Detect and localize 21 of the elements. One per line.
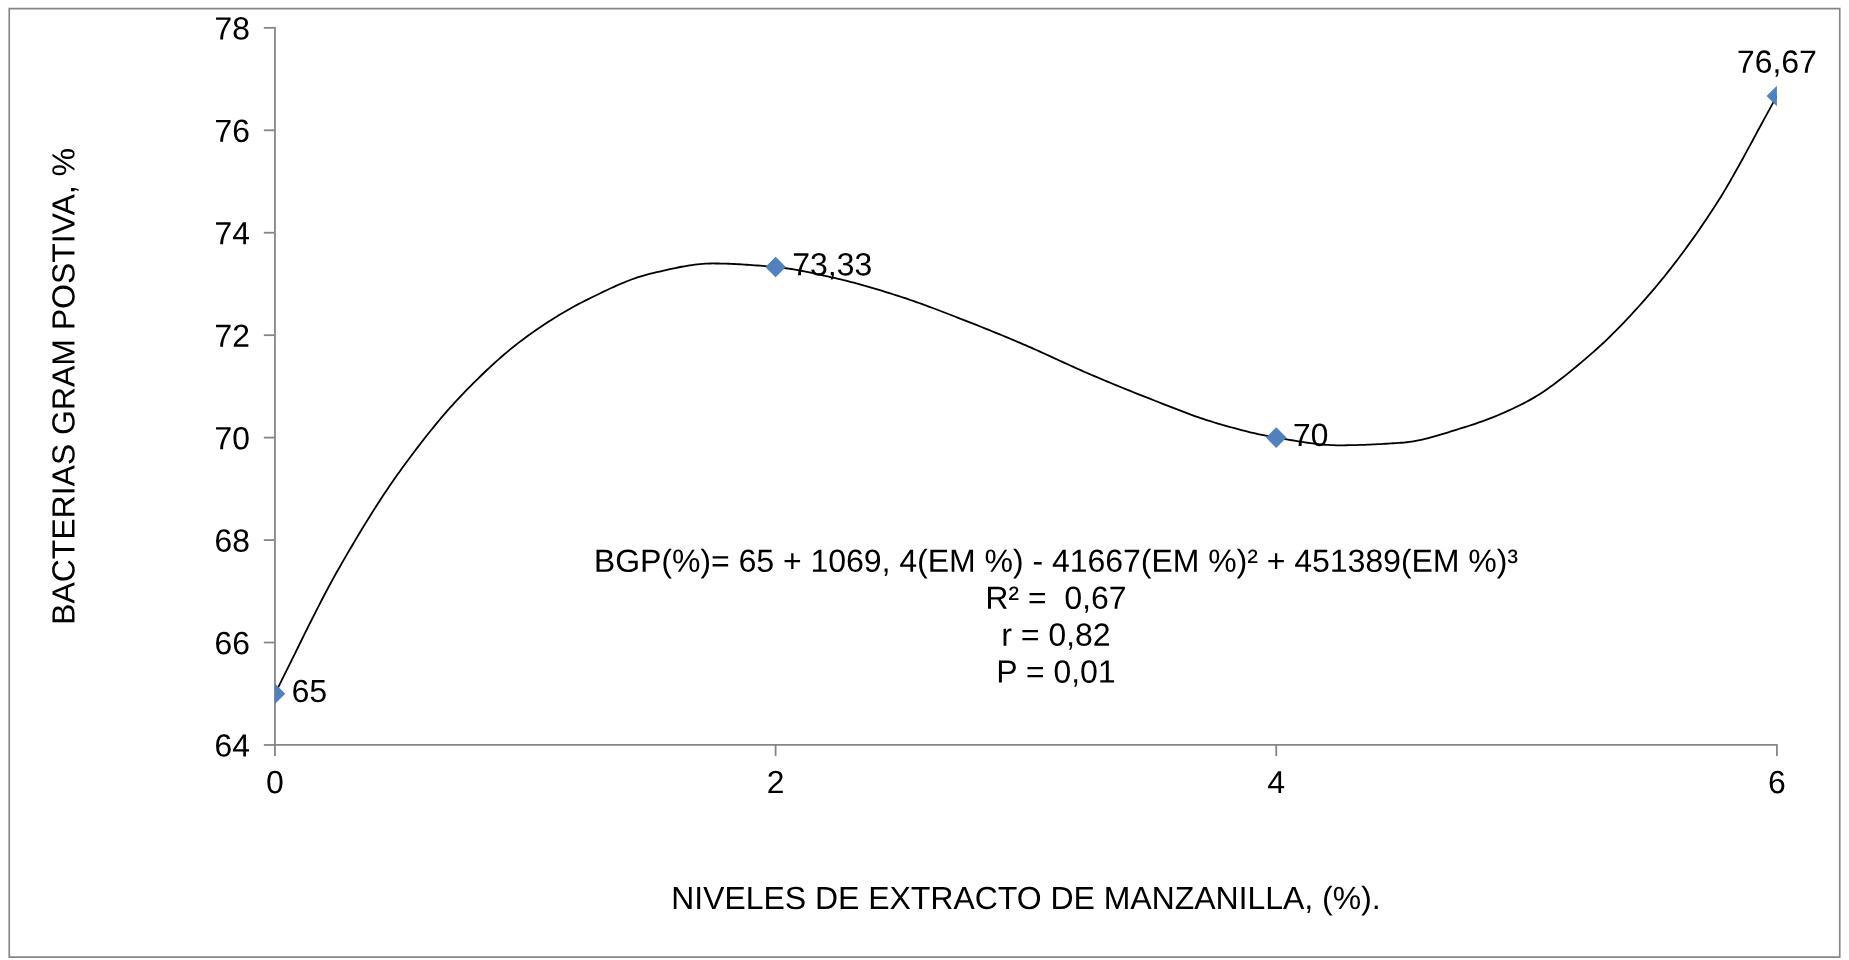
x-tick-label: 6 xyxy=(1769,770,1785,794)
annotation: R² = 0,67 xyxy=(988,586,1125,613)
y-tick-label: 78 xyxy=(216,17,249,40)
x-tick-label: 2 xyxy=(768,770,783,794)
x-tick-label: 0 xyxy=(267,770,283,794)
y-tick-label: 68 xyxy=(216,529,249,552)
y-tick-label: 66 xyxy=(216,631,249,655)
x-axis-title: NIVELES DE EXTRACTO DE MANZANILLA, (%). xyxy=(673,885,1378,916)
data-label: 76,67 xyxy=(1738,50,1816,77)
annotation: P = 0,01 xyxy=(998,660,1115,687)
data-label: 65 xyxy=(293,679,326,703)
x-tick-label: 4 xyxy=(1268,771,1285,794)
y-tick-label: 76 xyxy=(216,119,249,143)
data-label: 73,33 xyxy=(793,253,871,280)
y-tick-label: 74 xyxy=(216,222,250,245)
y-tick-label: 72 xyxy=(216,324,249,347)
y-tick-label: 64 xyxy=(216,734,250,757)
annotation: BGP(%)= 65 + 1069, 4(EM %) - 41667(EM %)² + 451389(EM %)³ xyxy=(596,548,1518,579)
annotation: r = 0,82 xyxy=(1003,623,1109,650)
y-tick-label: 70 xyxy=(216,426,249,450)
y-axis-title: BACTERIAS GRAM POSTIVA, % xyxy=(52,149,79,623)
